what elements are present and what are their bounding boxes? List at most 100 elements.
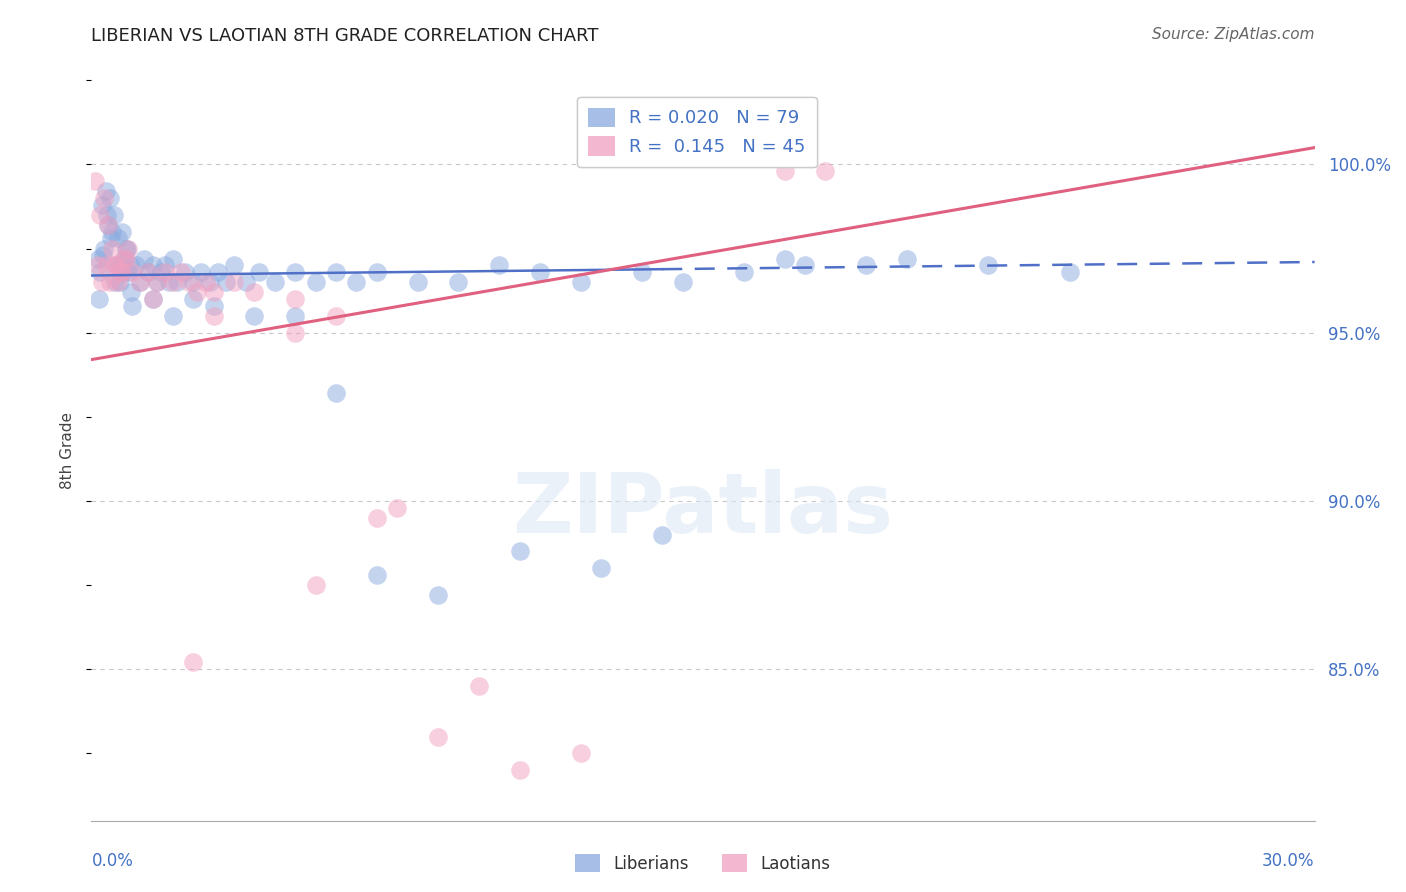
Point [174,265,197,279]
Point [366,265,388,279]
Point [284,326,307,340]
Point [346,275,368,289]
Point [284,265,307,279]
Point [1059,265,1081,279]
Point [529,265,551,279]
Point [93,191,115,205]
Point [108,258,131,272]
Point [93,242,115,256]
Point [134,252,156,266]
Point [366,568,388,582]
Point [129,275,152,289]
Point [325,265,347,279]
Legend: R = 0.020   N = 79, R =  0.145   N = 45: R = 0.020 N = 79, R = 0.145 N = 45 [576,96,817,167]
Point [120,285,142,300]
Point [569,747,592,761]
Point [202,309,225,323]
Point [90,198,112,212]
Point [129,275,152,289]
Text: 30.0%: 30.0% [1263,852,1315,870]
Point [977,258,1000,272]
Text: 0.0%: 0.0% [91,852,134,870]
Point [104,258,127,272]
Point [111,265,134,279]
Point [773,252,796,266]
Point [194,275,217,289]
Point [149,265,172,279]
Point [773,164,796,178]
Point [215,275,238,289]
Point [117,242,139,256]
Point [90,275,112,289]
Point [104,258,127,272]
Point [94,258,117,272]
Point [198,275,221,289]
Point [103,208,125,222]
Point [86,258,108,272]
Point [107,275,129,289]
Point [108,265,131,279]
Point [84,174,107,188]
Point [733,265,755,279]
Point [89,208,111,222]
Point [162,275,184,289]
Point [651,527,673,541]
Point [509,544,531,558]
Point [115,252,138,266]
Point [97,218,120,232]
Point [87,292,110,306]
Point [814,164,837,178]
Point [284,292,307,306]
Point [488,258,510,272]
Point [304,275,326,289]
Point [794,258,817,272]
Y-axis label: 8th Grade: 8th Grade [60,412,76,489]
Point [115,242,138,256]
Point [162,252,184,266]
Point [264,275,287,289]
Point [243,309,266,323]
Point [183,292,205,306]
Point [202,285,225,300]
Point [141,292,163,306]
Point [162,309,184,323]
Text: LIBERIAN VS LAOTIAN 8TH GRADE CORRELATION CHART: LIBERIAN VS LAOTIAN 8TH GRADE CORRELATIO… [91,27,599,45]
Point [125,258,148,272]
Point [385,500,409,515]
Point [855,258,877,272]
Point [183,656,205,670]
Point [202,299,225,313]
Point [98,275,121,289]
Point [207,265,229,279]
Point [186,285,208,300]
Point [222,275,246,289]
Point [247,265,270,279]
Point [101,225,124,239]
Point [108,275,131,289]
Point [145,275,167,289]
Point [284,309,307,323]
Point [112,252,135,266]
Point [107,231,129,245]
Point [183,275,205,289]
Text: Source: ZipAtlas.com: Source: ZipAtlas.com [1152,27,1315,42]
Point [120,258,142,272]
Point [672,275,695,289]
Point [138,265,160,279]
Point [179,275,201,289]
Text: ZIPatlas: ZIPatlas [513,469,893,550]
Point [222,258,246,272]
Point [96,208,118,222]
Point [117,242,139,256]
Point [104,275,127,289]
Point [138,265,160,279]
Point [631,265,654,279]
Point [112,252,135,266]
Point [103,258,125,272]
Point [509,763,531,777]
Point [89,265,111,279]
Point [325,386,347,401]
Point [190,265,212,279]
Point [427,588,450,602]
Point [101,242,124,256]
